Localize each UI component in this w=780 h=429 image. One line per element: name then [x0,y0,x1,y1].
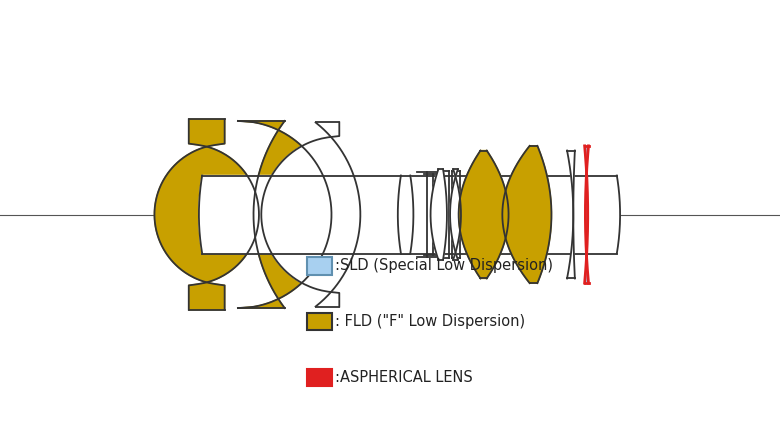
Polygon shape [584,146,588,283]
Polygon shape [450,169,461,260]
Polygon shape [459,151,509,278]
Text: :ASPHERICAL LENS: :ASPHERICAL LENS [335,370,473,385]
Polygon shape [398,175,413,254]
Text: : FLD ("F" Low Dispersion): : FLD ("F" Low Dispersion) [335,314,526,329]
Polygon shape [199,175,620,254]
Text: :SLD (Special Low Dispersion): :SLD (Special Low Dispersion) [335,259,553,273]
Polygon shape [502,146,551,283]
Polygon shape [431,169,447,260]
Polygon shape [238,121,332,308]
Polygon shape [452,171,460,258]
Polygon shape [441,171,449,258]
Polygon shape [567,151,575,278]
Polygon shape [154,119,259,310]
Polygon shape [261,122,360,307]
